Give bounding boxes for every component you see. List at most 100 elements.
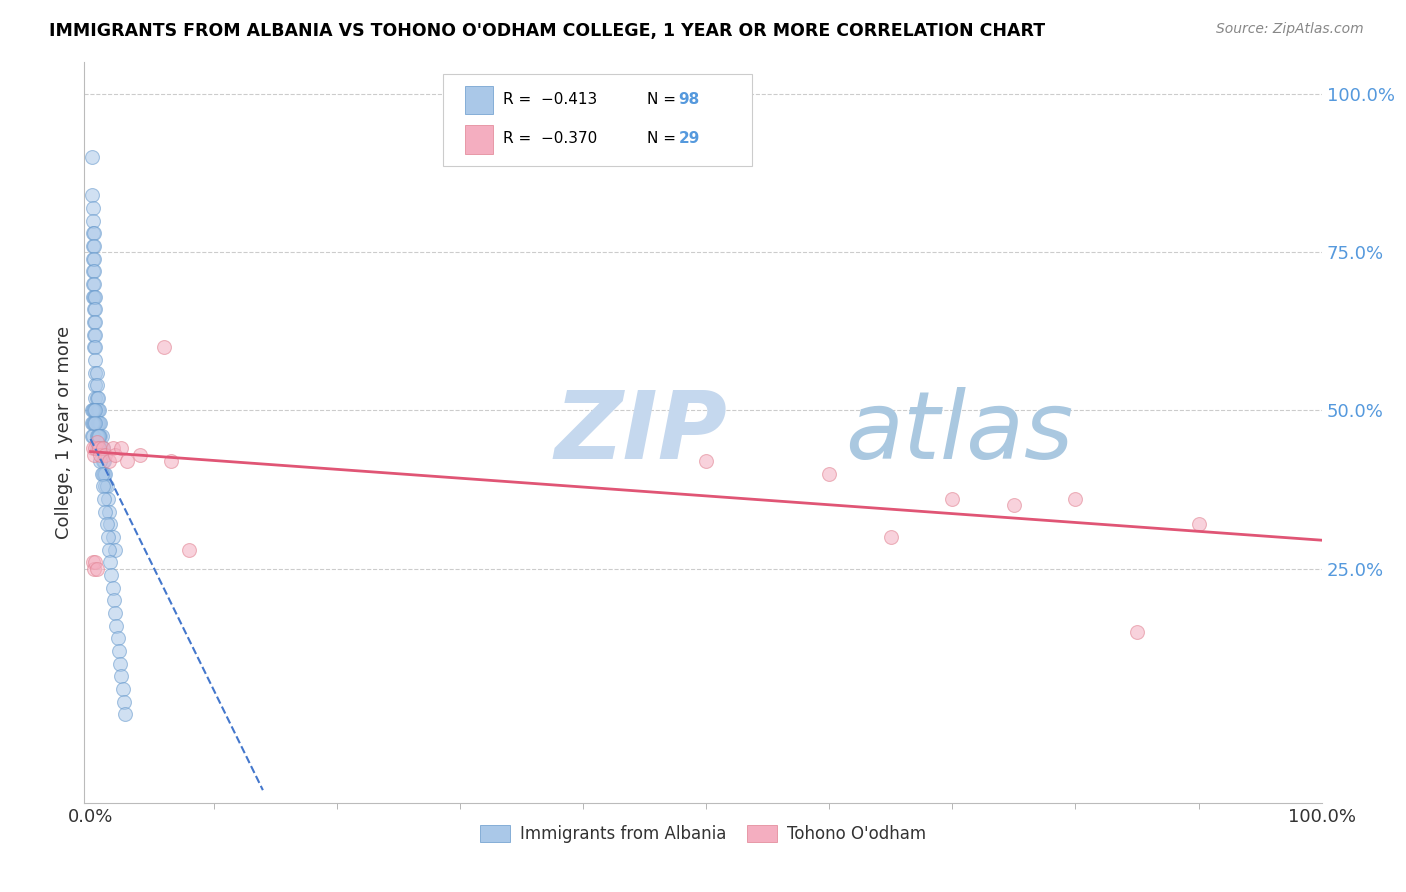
Point <box>90 429 112 443</box>
Point <box>84 391 107 405</box>
Point <box>86 442 108 456</box>
Point <box>86 403 108 417</box>
Point <box>89 454 111 468</box>
Point <box>86 429 108 443</box>
Point <box>82 416 104 430</box>
Point <box>86 391 108 405</box>
Point <box>80 188 103 202</box>
Point <box>101 442 124 456</box>
Point <box>87 403 110 417</box>
Point <box>89 416 111 430</box>
Point <box>80 403 103 417</box>
Point <box>108 644 131 658</box>
Point <box>89 442 111 456</box>
Text: R =  −0.370: R = −0.370 <box>502 131 596 146</box>
Point <box>83 227 105 241</box>
Point <box>93 454 115 468</box>
Point <box>94 448 117 462</box>
Point <box>98 542 121 557</box>
Point <box>82 252 104 266</box>
Point <box>82 289 104 303</box>
Point <box>880 530 903 544</box>
Point <box>108 657 131 671</box>
Point <box>101 581 124 595</box>
Point <box>83 289 105 303</box>
Point <box>84 555 107 569</box>
Point <box>84 378 107 392</box>
Point <box>87 442 110 456</box>
Point <box>100 568 122 582</box>
Text: R =  −0.413: R = −0.413 <box>502 92 596 107</box>
Point <box>91 442 114 456</box>
Point <box>91 442 114 456</box>
Point <box>98 517 121 532</box>
Point <box>84 327 107 342</box>
Point <box>83 327 105 342</box>
Point <box>111 681 134 696</box>
Legend: Immigrants from Albania, Tohono O'odham: Immigrants from Albania, Tohono O'odham <box>474 819 932 850</box>
Text: 29: 29 <box>678 131 700 146</box>
Point <box>941 491 963 506</box>
FancyBboxPatch shape <box>443 73 752 166</box>
Point <box>82 442 104 456</box>
Point <box>94 479 117 493</box>
Point <box>104 542 127 557</box>
Point <box>83 448 105 462</box>
Point <box>90 442 112 456</box>
Point <box>89 442 111 456</box>
Point <box>110 669 132 683</box>
Point <box>83 315 105 329</box>
Point <box>91 454 114 468</box>
Point <box>89 448 111 462</box>
Point <box>82 264 104 278</box>
Point <box>86 435 108 450</box>
Point <box>86 378 108 392</box>
Point <box>96 479 118 493</box>
Point <box>87 391 110 405</box>
Point <box>1064 491 1087 506</box>
Point <box>84 289 107 303</box>
Point <box>93 491 115 506</box>
Bar <box>465 126 492 153</box>
Point <box>82 213 104 227</box>
Point <box>105 618 128 632</box>
Point <box>82 227 104 241</box>
Point <box>104 606 127 620</box>
Point <box>83 239 105 253</box>
Point <box>84 416 107 430</box>
Point <box>96 517 118 532</box>
Point <box>87 416 110 430</box>
Point <box>110 442 132 456</box>
Point <box>159 454 181 468</box>
Point <box>82 277 104 291</box>
Point <box>89 429 111 443</box>
Point <box>87 429 110 443</box>
Point <box>86 366 108 380</box>
Point <box>89 416 111 430</box>
Point <box>83 562 105 576</box>
Point <box>82 239 104 253</box>
Point <box>84 403 107 417</box>
Point <box>1187 517 1209 532</box>
Point <box>94 467 117 481</box>
Point <box>83 403 105 417</box>
Point <box>97 530 120 544</box>
Point <box>83 302 105 317</box>
Point <box>83 340 105 354</box>
Point <box>80 429 103 443</box>
Point <box>83 277 105 291</box>
Point <box>98 454 121 468</box>
Point <box>83 264 105 278</box>
Point <box>103 593 125 607</box>
Point <box>83 252 105 266</box>
Y-axis label: College, 1 year or more: College, 1 year or more <box>55 326 73 539</box>
Point <box>98 555 121 569</box>
Point <box>89 442 111 456</box>
Point <box>177 542 200 557</box>
Point <box>818 467 841 481</box>
Point <box>89 403 111 417</box>
Text: 98: 98 <box>678 92 700 107</box>
Point <box>86 562 108 576</box>
Point <box>82 429 104 443</box>
Point <box>89 429 111 443</box>
